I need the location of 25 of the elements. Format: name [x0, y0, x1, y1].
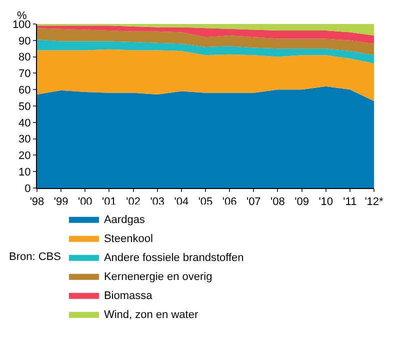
y-tick-label: 40 [18, 117, 31, 130]
y-tick-label: 10 [18, 166, 31, 178]
x-tick-label: '98 [30, 196, 44, 208]
x-tick-label: '11 [343, 196, 357, 208]
y-tick-label: 60 [18, 84, 31, 96]
legend-label: Biomassa [104, 290, 154, 302]
x-tick-label: '10 [318, 196, 334, 208]
x-tick-label: '12* [364, 196, 384, 208]
legend-label: Wind, zon en water [104, 309, 198, 322]
text: Bron: CBS [9, 251, 61, 263]
legend-label: Steenkool [104, 233, 153, 246]
x-tick-label: '07 [246, 196, 261, 208]
legend-label: Kernenergie en overig [104, 271, 212, 284]
x-tick-label: '08 [270, 196, 285, 208]
y-tick-label: 80 [18, 52, 31, 64]
legend-label: Aardgas [104, 214, 146, 226]
y-tick-label: 70 [18, 68, 31, 80]
x-tick-label: '99 [54, 196, 68, 208]
y-tick-label: 30 [18, 134, 31, 146]
y-tick-label: 50 [18, 100, 31, 113]
legend-label: Andere fossiele brandstoffen [104, 252, 244, 264]
y-tick-label: 90 [18, 35, 31, 48]
y-tick-label: 20 [18, 150, 31, 162]
y-tick-label: 0 [24, 182, 31, 195]
x-tick-label: '09 [294, 196, 309, 208]
